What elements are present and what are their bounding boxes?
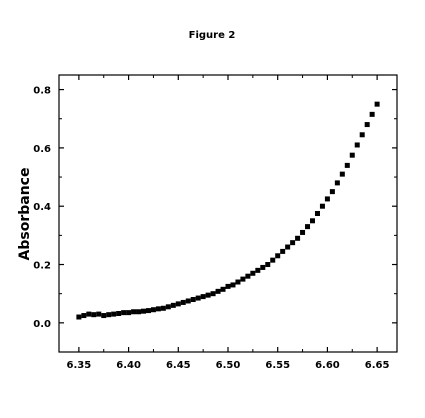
data-point [96, 311, 102, 317]
data-point [314, 211, 320, 216]
data-point [185, 298, 191, 304]
data-point [354, 142, 360, 148]
data-point [319, 203, 325, 209]
data-point [141, 308, 146, 314]
chart-title: Figure 2 [189, 30, 236, 41]
data-point [76, 314, 82, 320]
data-point [270, 257, 276, 263]
data-point [220, 286, 226, 292]
y-axis: 0.0 0.2 0.4 0.6 0.8 [33, 86, 397, 353]
data-point [150, 307, 156, 313]
data-point [240, 276, 246, 282]
data-point [255, 267, 261, 273]
x-tick-label: 6.50 [216, 360, 241, 371]
x-tick-label: 6.55 [265, 360, 290, 371]
y-tick-label: 0.2 [33, 261, 51, 272]
data-point [101, 313, 107, 319]
data-point [275, 253, 281, 259]
data-point [91, 312, 97, 318]
data-point [285, 244, 291, 250]
data-point [364, 122, 370, 128]
data-point [260, 264, 266, 270]
data-point [369, 111, 375, 117]
data-point [175, 301, 181, 307]
data-point [344, 162, 350, 168]
data-point [250, 270, 256, 276]
data-point [126, 310, 132, 316]
x-axis-title: cm [217, 0, 240, 4]
data-point [225, 283, 231, 289]
data-point [160, 305, 166, 311]
y-tick-label: 0.8 [33, 86, 51, 97]
data-point [215, 288, 221, 294]
data-point [300, 229, 306, 235]
data-point [230, 282, 236, 288]
data-point [81, 313, 87, 319]
data-point [280, 248, 286, 254]
data-point [190, 297, 196, 303]
data-point [324, 196, 330, 202]
data-point [235, 279, 241, 285]
data-point [290, 240, 296, 246]
data-point [106, 312, 112, 318]
data-point [329, 189, 335, 195]
data-point [374, 101, 380, 107]
data-point [111, 311, 117, 317]
data-point [295, 235, 301, 241]
data-point [155, 306, 161, 312]
y-axis-title: Absorbance [17, 168, 33, 261]
data-point [310, 218, 315, 224]
data-point [349, 152, 355, 158]
data-point [339, 171, 345, 177]
data-point [359, 132, 365, 138]
data-point [245, 273, 251, 279]
x-tick-label: 6.65 [365, 360, 390, 371]
x-tick-label: 6.35 [67, 360, 92, 371]
data-point [136, 309, 142, 315]
data-point [305, 224, 311, 230]
x-tick-label: 6.60 [315, 360, 340, 371]
data-point [334, 180, 340, 186]
data-point [86, 311, 92, 317]
data-point [205, 292, 211, 298]
data-point [180, 299, 186, 305]
data-point [210, 291, 216, 297]
x-tick-label: 6.40 [116, 360, 141, 371]
data-point [265, 262, 271, 268]
y-tick-label: 0.0 [33, 319, 51, 330]
data-point [116, 311, 122, 317]
x-tick-label: 6.45 [166, 360, 191, 371]
data-point [195, 295, 201, 301]
data-point [165, 304, 171, 310]
data-point [200, 294, 206, 300]
data-point [121, 310, 127, 316]
plot-frame [58, 74, 398, 353]
x-axis: 6.35 6.40 6.45 6.50 6.55 6.60 6.65 [67, 75, 390, 371]
y-tick-label: 0.6 [33, 144, 51, 155]
data-point [131, 309, 137, 315]
data-point [170, 302, 176, 308]
data-point [145, 308, 151, 314]
data-points [76, 101, 380, 320]
y-tick-label: 0.4 [33, 202, 51, 213]
